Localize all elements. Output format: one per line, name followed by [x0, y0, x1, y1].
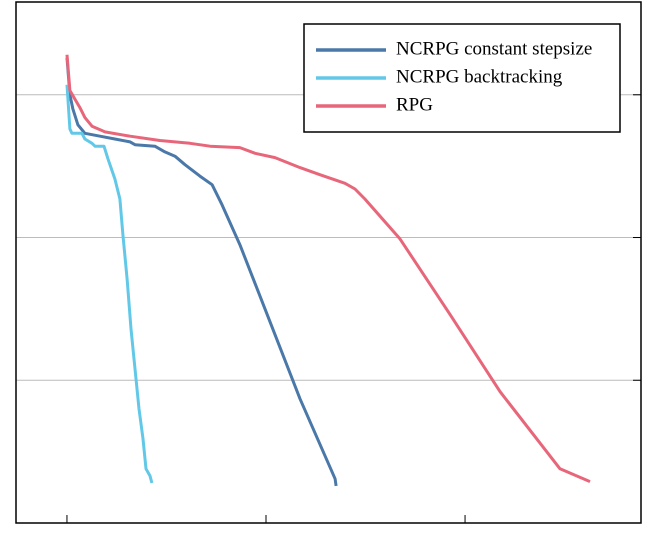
line-series — [65, 84, 154, 484]
legend-label: NCRPG constant stepsize — [396, 38, 592, 59]
legend-label: RPG — [396, 94, 433, 115]
plot-frame — [15, 1, 642, 524]
line-series — [65, 57, 338, 487]
line-series — [65, 54, 591, 483]
legend-label: NCRPG backtracking — [396, 66, 563, 87]
